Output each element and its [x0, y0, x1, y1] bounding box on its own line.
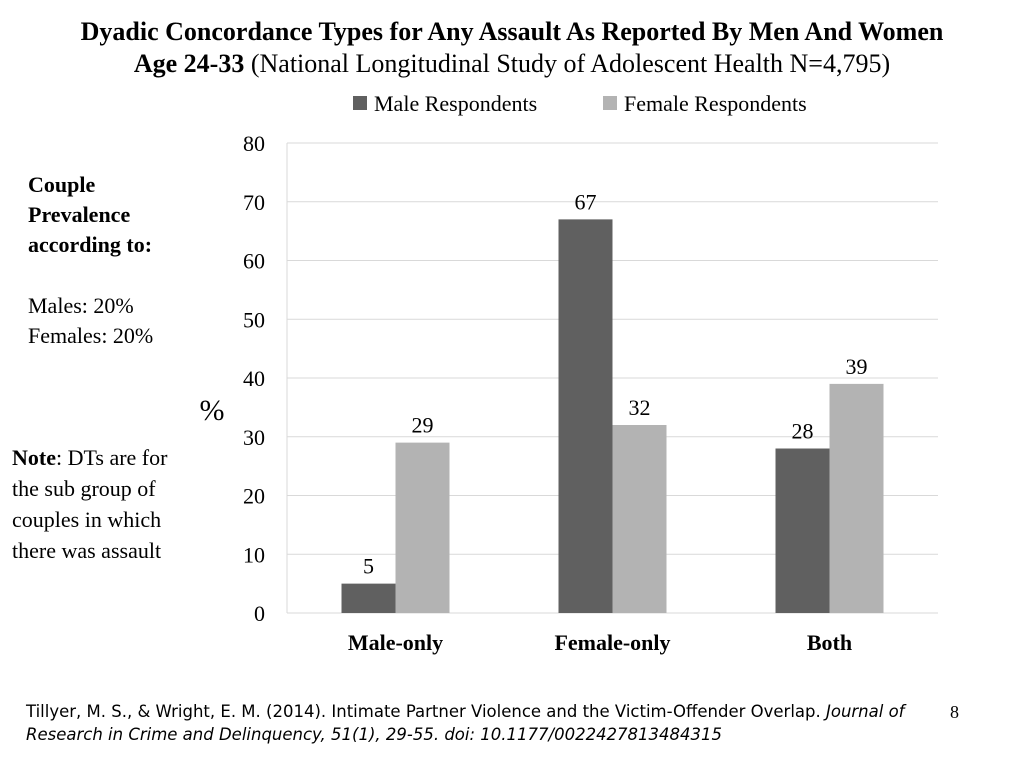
male-bar-both	[775, 448, 830, 613]
chart-title: Dyadic Concordance Types for Any Assault…	[0, 16, 1024, 80]
data-label: 67	[575, 189, 597, 214]
y-tick-label: 80	[243, 131, 265, 156]
data-label: 32	[629, 395, 651, 420]
y-tick-label: 0	[254, 601, 265, 626]
y-axis-ticks: 0 10 20 30 40 50 60 70 80	[243, 131, 265, 626]
data-labels: 5 29 67 32 28 39	[363, 189, 868, 578]
y-tick-label: 40	[243, 366, 265, 391]
female-bar-male-only	[395, 442, 450, 613]
female-bar-female-only	[612, 425, 667, 613]
bar-chart: Male Respondents Female Respondents 0 10 20…	[200, 91, 938, 655]
x-category-label: Male-only	[348, 630, 443, 655]
data-label: 5	[363, 554, 374, 579]
chart-title-line2: Age 24-33 (National Longitudinal Study o…	[0, 48, 1024, 80]
x-category-label: Female-only	[554, 630, 670, 655]
data-label: 39	[846, 354, 868, 379]
prevalence-males: Males: 20%	[28, 293, 134, 318]
prevalence-heading-3: according to:	[28, 232, 153, 257]
y-tick-label: 30	[243, 425, 265, 450]
y-axis-label: %	[200, 394, 225, 427]
slide-number: 8	[950, 702, 959, 722]
chart-title-source: (National Longitudinal Study of Adolesce…	[244, 49, 891, 78]
citation-text: Tillyer, M. S., & Wright, E. M. (2014). …	[26, 702, 826, 721]
chart-legend: Male Respondents Female Respondents	[353, 91, 807, 116]
chart-title-line1: Dyadic Concordance Types for Any Assault…	[80, 17, 944, 46]
legend-swatch-female	[603, 96, 617, 110]
legend-swatch-male	[353, 96, 367, 110]
note-text: : DTs are for the sub group of couples i…	[12, 445, 168, 563]
chart-title-age: Age 24-33	[133, 49, 245, 78]
legend-label-female: Female Respondents	[624, 91, 807, 116]
citation: Tillyer, M. S., & Wright, E. M. (2014). …	[26, 700, 966, 746]
x-axis-categories: Male-only Female-only Both	[348, 630, 852, 655]
y-tick-label: 60	[243, 249, 265, 274]
citation-journal: Journal of Research in Crime and Delinqu…	[26, 702, 905, 744]
data-label: 29	[412, 413, 434, 438]
prevalence-heading-1: Couple	[28, 172, 96, 197]
data-label: 28	[792, 419, 814, 444]
prevalence-heading-2: Prevalence	[28, 202, 131, 227]
x-category-label: Both	[807, 630, 852, 655]
chart-bars	[341, 219, 884, 613]
male-bar-male-only	[341, 583, 396, 613]
female-bar-both	[829, 383, 884, 613]
y-tick-label: 70	[243, 190, 265, 215]
note-box: Note: DTs are for the sub group of coupl…	[12, 442, 177, 566]
legend-label-male: Male Respondents	[374, 91, 537, 116]
prevalence-females: Females: 20%	[28, 323, 154, 348]
couple-prevalence-box: Couple Prevalence according to: Males: 2…	[28, 170, 203, 351]
y-tick-label: 10	[243, 542, 265, 567]
y-tick-label: 20	[243, 484, 265, 509]
male-bar-female-only	[558, 219, 613, 613]
y-tick-label: 50	[243, 307, 265, 332]
note-label: Note	[12, 445, 56, 470]
